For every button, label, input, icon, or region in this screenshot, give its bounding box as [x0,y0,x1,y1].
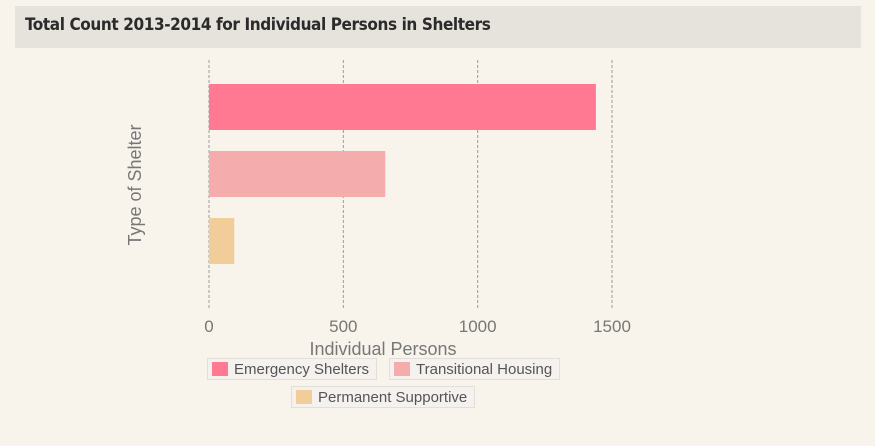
legend-item-emergency-shelters[interactable]: Emergency Shelters [207,358,378,380]
legend-swatch [212,362,228,376]
x-tick-label: 1000 [459,317,497,336]
x-tick-labels: 0 500 1000 1500 [204,317,631,336]
chart-title: Total Count 2013-2014 for Individual Per… [25,15,491,35]
x-tick-label: 0 [204,317,213,336]
bar-permanent-supportive[interactable] [209,218,235,264]
x-tick-label: 500 [329,317,357,336]
legend-item-permanent-supportive[interactable]: Permanent Supportive [291,386,476,408]
bar-emergency-shelters[interactable] [209,84,596,130]
legend-item-transitional-housing[interactable]: Transitional Housing [389,358,561,380]
bars [209,84,596,264]
title-bar: Total Count 2013-2014 for Individual Per… [15,6,861,48]
bar-transitional-housing[interactable] [209,151,386,197]
x-tick-label: 1500 [593,317,631,336]
x-axis-label: Individual Persons [309,339,456,359]
legend-label: Emergency Shelters [234,360,370,378]
y-axis-label: Type of Shelter [125,124,145,245]
legend-swatch [394,362,410,376]
legend-label: Transitional Housing [416,360,553,378]
legend-swatch [296,390,312,404]
legend-label: Permanent Supportive [318,388,468,406]
